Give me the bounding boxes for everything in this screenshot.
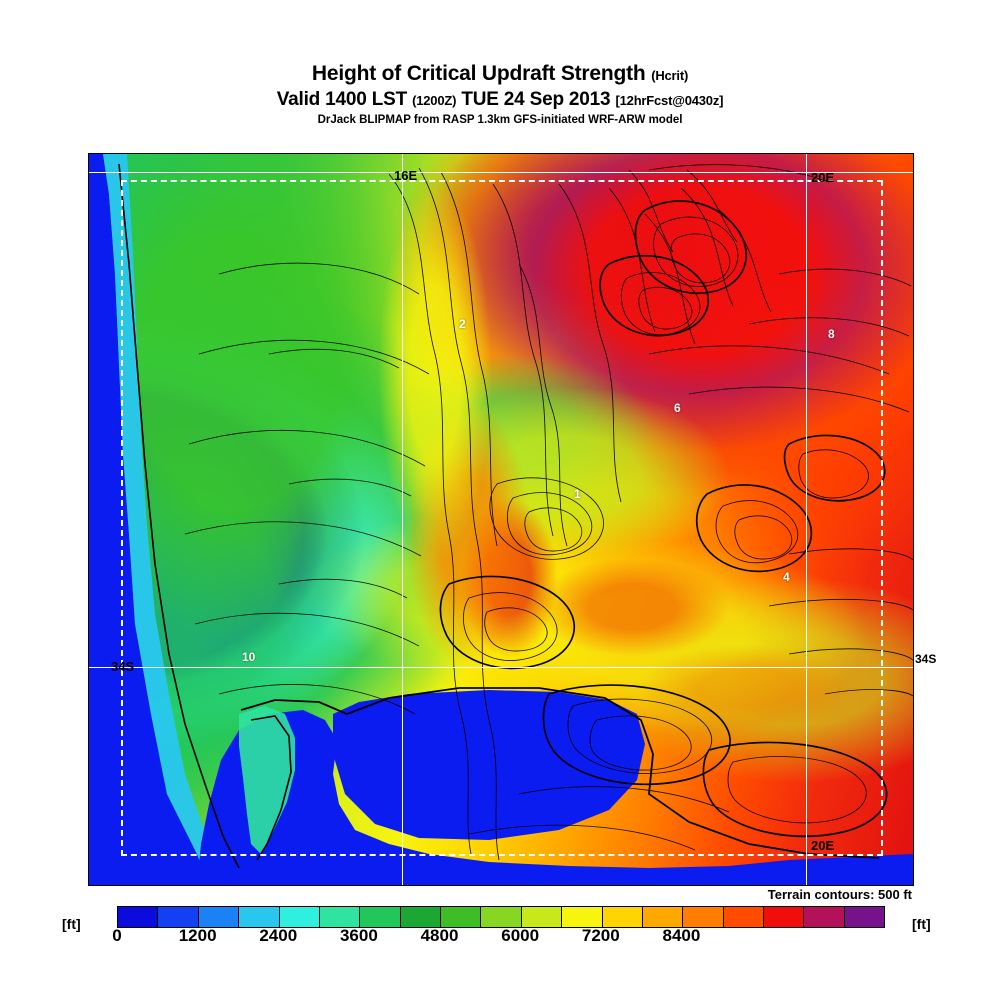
subtitle-valid-text: Valid 1400 LST: [276, 89, 407, 110]
subtitle-validtime: Valid 1400 LST (1200Z) TUE 24 Sep 2013 […: [0, 88, 1000, 112]
colorbar-tick-label: 1200: [178, 926, 217, 945]
subtitle-zulu-text: (1200Z): [412, 93, 457, 108]
colorbar-tick-label: 6000: [501, 926, 540, 945]
page-title: Height of Critical Updraft Strength (Hcr…: [0, 62, 1000, 88]
coastline-stroke-west: [118, 163, 240, 869]
colorbar-swatch: [642, 907, 684, 927]
map-label-top-right: 20E: [811, 170, 835, 185]
coastline-stroke-bay: [240, 687, 880, 859]
colorbar-swatch: [844, 907, 885, 927]
title-block: Height of Critical Updraft Strength (Hcr…: [0, 62, 1000, 128]
forecast-domain-box: [121, 180, 883, 856]
colorbar-swatch: [481, 907, 522, 927]
colorbar-swatch: [441, 907, 482, 927]
colorbar-tick-label: 0: [112, 926, 122, 945]
graticule-line-top: [89, 172, 913, 173]
colorbar-swatch: [319, 907, 361, 927]
map-label-left-lat: 34S: [111, 659, 135, 674]
colorbar[interactable]: [117, 906, 885, 928]
colorbar-swatch: [158, 907, 199, 927]
map-value-label: 8: [828, 327, 835, 341]
colorbar-swatch: [400, 907, 441, 927]
atlantic-ocean-polygon: [89, 154, 209, 885]
colorbar-swatch: [360, 907, 401, 927]
terrain-contour-note: Terrain contours: 500 ft: [767, 887, 912, 902]
graticule-line-16e: [402, 154, 403, 885]
map-value-label: 6: [674, 401, 681, 415]
terrain-contour-bold: [439, 200, 888, 838]
axis-label-right-lat: 34S: [915, 652, 937, 666]
colorbar-swatch: [764, 907, 805, 927]
coastline-overlay: [89, 154, 913, 885]
colorbar-swatch: [118, 907, 159, 927]
title-main-text: Height of Critical Updraft Strength: [311, 62, 646, 85]
colorbar-swatch: [602, 907, 643, 927]
bay-interior-polygon: [333, 690, 645, 840]
colorbar-swatch: [683, 907, 724, 927]
coastline-stroke-peninsula: [250, 715, 292, 861]
map-raster: 16E 20E 20E 34S 2 1 6 4 8 10: [89, 154, 913, 885]
colorbar-tick-label: 7200: [581, 926, 620, 945]
graticule-line-20e: [806, 154, 807, 885]
colorbar-swatch: [521, 907, 563, 927]
map-value-label: 2: [459, 317, 466, 331]
cape-peninsula-polygon: [239, 706, 295, 854]
colorbar-swatch: [198, 907, 240, 927]
map-panel[interactable]: 16E 20E 20E 34S 2 1 6 4 8 10: [88, 153, 914, 886]
map-label-bottom-right: 20E: [811, 838, 835, 853]
colorbar-tick-label: 8400: [662, 926, 701, 945]
colorbar-swatch: [239, 907, 280, 927]
subtitle-date-text: TUE 24 Sep 2013: [461, 89, 611, 110]
colorbar-swatch: [562, 907, 603, 927]
colorbar-unit-right: [ft]: [912, 916, 931, 932]
colorbar-tick-label: 4800: [420, 926, 459, 945]
colorbar-swatch: [804, 907, 845, 927]
colorbar-swatch: [279, 907, 320, 927]
model-source-line: DrJack BLIPMAP from RASP 1.3km GFS-initi…: [317, 114, 683, 126]
colorbar-tick-label: 2400: [259, 926, 298, 945]
map-value-label: 4: [783, 570, 790, 584]
subtitle-forecast-text: [12hrFcst@0430z]: [615, 93, 724, 108]
colorbar-swatch: [723, 907, 764, 927]
map-value-label: 10: [242, 650, 256, 664]
map-label-top-center: 16E: [394, 168, 418, 183]
atlantic-shelf-band: [103, 154, 227, 885]
colorbar-unit-left: [ft]: [62, 916, 81, 932]
colorbar-tick-label: 3600: [339, 926, 378, 945]
graticule-line-34s: [89, 667, 913, 668]
colorbar-tick-labels: 0 1200 2400 3600 4800 6000 7200 8400: [0, 926, 1000, 950]
map-value-label: 1: [574, 487, 581, 501]
title-param-text: (Hcrit): [651, 68, 689, 83]
